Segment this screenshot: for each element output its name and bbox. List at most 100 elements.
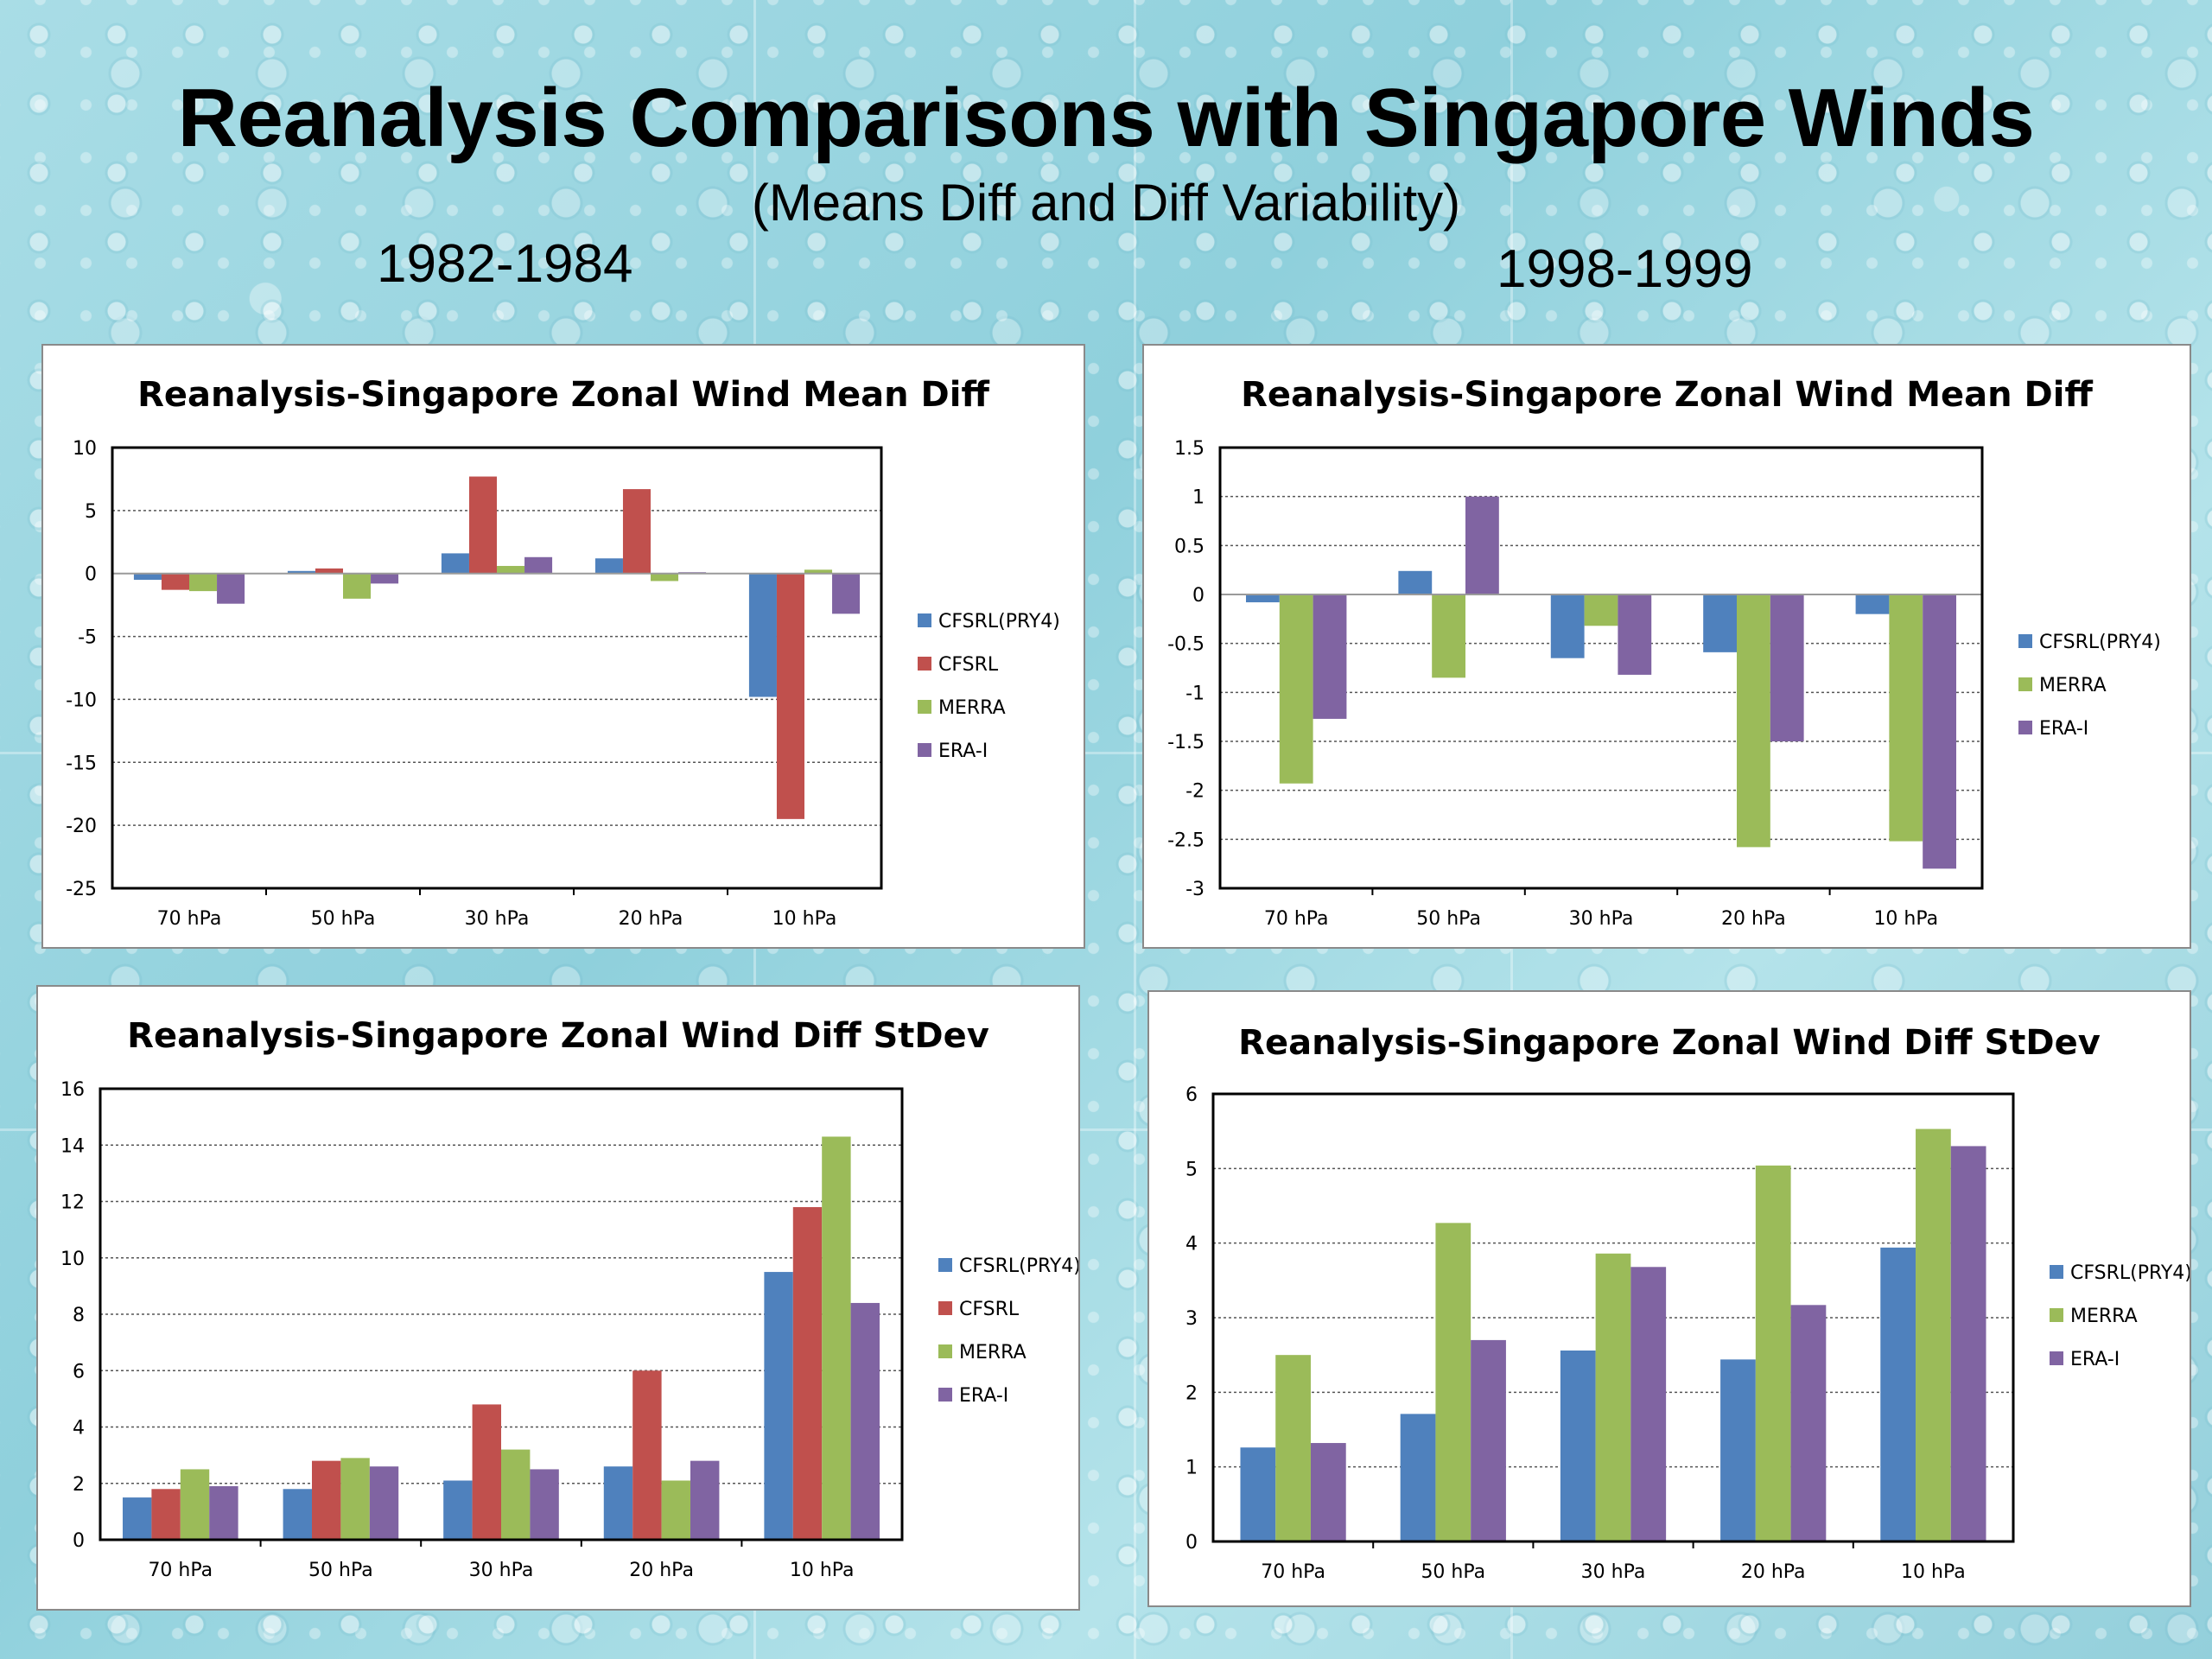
bar-era-i-0 [1310, 1443, 1346, 1541]
bar-era-i-4 [1950, 1146, 1986, 1541]
y-tick-label: 4 [73, 1418, 85, 1440]
x-tick-label: 20 hPa [1741, 1561, 1806, 1583]
bar-cfsrl-pry4--0 [122, 1497, 152, 1540]
y-tick-label: 6 [73, 1361, 85, 1382]
chart-svg: Reanalysis-Singapore Zonal Wind Mean Dif… [66, 375, 1060, 930]
bar-era-i-3 [690, 1460, 720, 1540]
y-tick-label: 14 [60, 1135, 85, 1157]
bar-cfsrl-pry4--3 [1720, 1359, 1756, 1541]
legend-swatch [2050, 1351, 2063, 1365]
x-tick-label: 70 hPa [148, 1560, 213, 1581]
y-tick-label: -0.5 [1167, 634, 1205, 656]
y-tick-label: -5 [78, 627, 97, 649]
bar-era-i-1 [1471, 1339, 1506, 1541]
bar-merra-2 [497, 565, 525, 574]
legend-swatch [938, 1388, 952, 1402]
bar-cfsrl-pry4--0 [133, 573, 162, 580]
x-tick-label: 30 hPa [1581, 1561, 1646, 1583]
chart-panel-mean-diff-1998: Reanalysis-Singapore Zonal Wind Mean Dif… [1142, 344, 2191, 949]
x-tick-label: 50 hPa [1416, 908, 1481, 930]
bar-merra-1 [1432, 594, 1466, 678]
chart-title: Reanalysis-Singapore Zonal Wind Mean Dif… [1241, 375, 2093, 415]
bar-merra-2 [501, 1449, 531, 1540]
legend-label: MERRA [2070, 1306, 2138, 1327]
bar-era-i-2 [530, 1469, 559, 1540]
y-tick-label: -15 [66, 753, 97, 774]
bar-cfsrl-4 [792, 1207, 823, 1540]
plot-area-frame [1218, 446, 1984, 890]
bar-cfsrl-pry4--3 [594, 558, 623, 574]
period-label-left: 1982-1984 [377, 234, 633, 294]
bar-cfsrl-pry4--1 [1400, 1414, 1436, 1541]
legend-swatch [918, 657, 931, 671]
legend-label: CFSRL(PRY4) [2070, 1262, 2190, 1284]
x-tick-label: 50 hPa [311, 908, 376, 930]
bar-merra-3 [1736, 594, 1770, 848]
legend-label: ERA-I [2070, 1349, 2120, 1370]
bar-cfsrl-3 [622, 489, 651, 574]
bar-cfsrl-pry4--2 [441, 553, 469, 574]
y-tick-label: 5 [85, 501, 97, 523]
chart-panel-stdev-1998: Reanalysis-Singapore Zonal Wind Diff StD… [1147, 990, 2191, 1607]
bar-cfsrl-pry4--1 [287, 570, 315, 574]
x-tick-label: 50 hPa [1421, 1561, 1485, 1583]
y-tick-label: 5 [1185, 1159, 1198, 1180]
legend-label: ERA-I [2039, 718, 2088, 740]
x-tick-label: 10 hPa [1901, 1561, 1966, 1583]
bar-cfsrl-pry4--4 [764, 1272, 793, 1540]
legend-label: CFSRL(PRY4) [2039, 632, 2161, 653]
chart-svg: Reanalysis-Singapore Zonal Wind Diff StD… [1185, 1023, 2190, 1583]
bar-era-i-2 [1618, 594, 1652, 675]
bar-merra-0 [189, 573, 218, 592]
y-tick-label: 4 [1185, 1234, 1198, 1255]
legend-swatch [938, 1258, 952, 1272]
chart-title: Reanalysis-Singapore Zonal Wind Diff StD… [127, 1016, 989, 1056]
legend-swatch [938, 1344, 952, 1358]
x-tick-label: 10 hPa [772, 908, 837, 930]
legend-swatch [2050, 1308, 2063, 1322]
x-tick-label: 70 hPa [1264, 908, 1329, 930]
plot-area-frame [1211, 1092, 2015, 1543]
bar-era-i-1 [371, 573, 399, 584]
legend-swatch [918, 613, 931, 627]
x-tick-label: 10 hPa [790, 1560, 855, 1581]
bar-cfsrl-2 [468, 476, 497, 574]
legend-swatch [2018, 677, 2032, 691]
bar-merra-3 [661, 1480, 691, 1540]
x-tick-label: 70 hPa [157, 908, 222, 930]
x-tick-label: 70 hPa [1261, 1561, 1325, 1583]
bar-cfsrl-pry4--3 [1703, 594, 1737, 652]
bar-cfsrl-pry4--4 [748, 573, 777, 697]
bar-era-i-4 [850, 1302, 880, 1540]
period-label-right: 1998-1999 [1497, 239, 1753, 299]
y-tick-label: 0 [85, 564, 97, 586]
bar-cfsrl-pry4--2 [443, 1480, 473, 1540]
x-tick-label: 20 hPa [1721, 908, 1786, 930]
chart-title: Reanalysis-Singapore Zonal Wind Mean Dif… [137, 375, 989, 415]
bar-cfsrl-0 [161, 573, 189, 590]
plot-area-frame [99, 1087, 904, 1541]
bar-era-i-0 [209, 1486, 238, 1540]
bar-cfsrl-pry4--3 [603, 1466, 633, 1540]
legend-label: MERRA [2039, 675, 2107, 696]
y-tick-label: 0 [1192, 585, 1205, 607]
bar-merra-0 [1279, 594, 1313, 784]
x-tick-label: 30 hPa [1569, 908, 1634, 930]
bar-merra-2 [1584, 594, 1618, 626]
bar-merra-1 [340, 1458, 370, 1540]
y-tick-label: -10 [66, 690, 97, 711]
bar-merra-4 [804, 569, 833, 574]
legend-label: ERA-I [959, 1385, 1008, 1407]
y-tick-label: 10 [60, 1249, 85, 1270]
y-tick-label: 12 [60, 1192, 85, 1214]
bar-era-i-1 [1465, 496, 1499, 594]
y-tick-label: 10 [73, 438, 97, 460]
x-tick-label: 10 hPa [1873, 908, 1938, 930]
bar-merra-3 [651, 573, 679, 582]
bar-era-i-4 [832, 573, 861, 614]
legend-label: CFSRL(PRY4) [959, 1255, 1078, 1277]
bar-cfsrl-pry4--2 [1560, 1350, 1596, 1541]
y-tick-label: -25 [66, 879, 97, 900]
y-tick-label: 0.5 [1174, 536, 1205, 557]
bar-era-i-2 [1630, 1267, 1667, 1541]
